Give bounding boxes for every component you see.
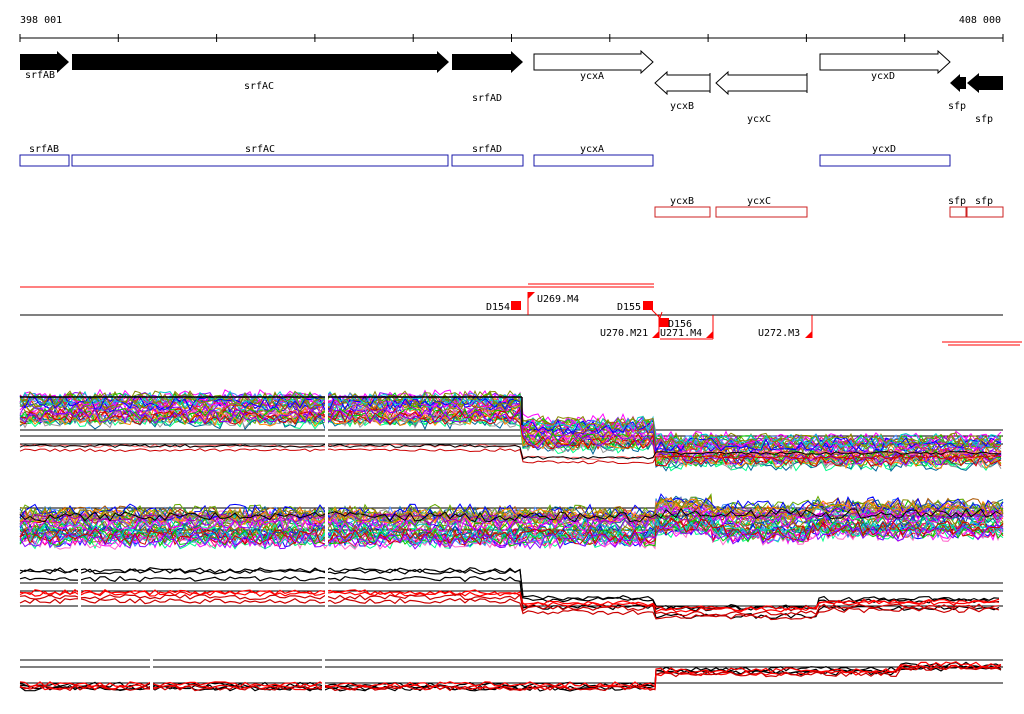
gene-arrow-ycxc[interactable] bbox=[715, 70, 808, 96]
expression-trace bbox=[19, 412, 1002, 471]
marker-label-u269: U269.M4 bbox=[537, 294, 579, 305]
expression-trace bbox=[19, 498, 1004, 525]
forward-box-label: ycxD bbox=[872, 144, 896, 155]
expression-trace bbox=[19, 395, 1002, 453]
expression-trace bbox=[19, 390, 1002, 448]
marker-connector bbox=[651, 309, 663, 319]
gene-label-ycxc: ycxC bbox=[747, 114, 771, 125]
ruler-ticks bbox=[19, 34, 1004, 42]
expression-trace bbox=[19, 593, 1000, 617]
reverse-box-label: sfp bbox=[948, 196, 966, 207]
marker-u269-flag bbox=[528, 292, 535, 299]
data-gap bbox=[325, 392, 328, 458]
reverse-box-ycxc[interactable] bbox=[715, 206, 808, 218]
reverse-box-label: ycxB bbox=[670, 196, 694, 207]
gene-arrow-srfad[interactable] bbox=[452, 51, 523, 73]
marker-label-u270: U270.M21 bbox=[600, 328, 648, 339]
reverse-box-sfp-2[interactable] bbox=[966, 206, 1004, 218]
gene-arrow-srfab[interactable] bbox=[20, 51, 69, 73]
feature-track: D154 D155 D156 U269.M4 U270.M21 U271.M4 … bbox=[20, 283, 1022, 346]
expression-trace bbox=[19, 391, 1002, 449]
expression-trace bbox=[19, 495, 1004, 524]
gene-arrow-ycxa[interactable] bbox=[533, 49, 654, 75]
expression-trace bbox=[19, 395, 1002, 454]
gene-track: srfAB srfAC srfAD ycxA ycxB ycxC ycxD sf… bbox=[20, 49, 1003, 125]
expression-trace bbox=[19, 448, 1002, 465]
expression-panel-4 bbox=[19, 656, 1003, 692]
gene-arrow-sfp-2[interactable] bbox=[967, 73, 1003, 93]
marker-u270-flag[interactable] bbox=[652, 331, 659, 338]
gene-label-ycxa: ycxA bbox=[580, 71, 604, 82]
gene-label-sfp-2: sfp bbox=[975, 114, 993, 125]
reverse-box-label: sfp bbox=[975, 196, 993, 207]
forward-box-label: srfAC bbox=[245, 144, 275, 155]
data-gap bbox=[78, 568, 81, 610]
expression-trace bbox=[19, 597, 1000, 621]
expression-trace bbox=[19, 513, 1004, 542]
marker-label-d155: D155 bbox=[617, 302, 641, 313]
expression-trace bbox=[19, 408, 1002, 467]
expression-trace bbox=[19, 507, 1002, 523]
gene-arrow-ycxd[interactable] bbox=[819, 49, 951, 75]
gene-label-srfac: srfAC bbox=[244, 81, 274, 92]
marker-label-u271: U271.M4 bbox=[660, 328, 702, 339]
expression-trace bbox=[19, 522, 1004, 550]
marker-label-d156: D156 bbox=[668, 319, 692, 330]
forward-box-srfab[interactable] bbox=[19, 154, 70, 167]
forward-box-label: srfAD bbox=[472, 144, 502, 155]
expression-trace bbox=[19, 392, 1002, 450]
expression-trace bbox=[19, 518, 1004, 548]
expression-trace bbox=[19, 443, 1002, 460]
ruler-end-label: 408 000 bbox=[959, 15, 1001, 26]
coordinate-ruler: 398 001 408 000 bbox=[19, 15, 1004, 42]
marker-label-d154: D154 bbox=[486, 302, 510, 313]
marker-d154[interactable] bbox=[511, 301, 521, 310]
marker-d156[interactable] bbox=[659, 318, 669, 327]
forward-box-ycxa[interactable] bbox=[533, 154, 654, 167]
marker-u271-flag[interactable] bbox=[706, 331, 713, 338]
expression-panel-1 bbox=[19, 388, 1003, 472]
gene-arrow-sfp-1[interactable] bbox=[950, 74, 966, 92]
expression-trace bbox=[19, 588, 1000, 612]
expression-trace bbox=[19, 521, 1004, 550]
data-gap bbox=[325, 500, 328, 545]
expression-trace bbox=[19, 509, 1002, 525]
forward-box-srfac[interactable] bbox=[71, 154, 449, 167]
expression-trace bbox=[19, 661, 1002, 688]
forward-box-srfad[interactable] bbox=[451, 154, 524, 167]
reverse-box-label: ycxC bbox=[747, 196, 771, 207]
marker-label-u272: U272.M3 bbox=[758, 328, 800, 339]
forward-box-label: ycxA bbox=[580, 144, 604, 155]
expression-trace bbox=[19, 575, 1000, 620]
expression-trace bbox=[19, 408, 1002, 467]
gene-arrow-srfac[interactable] bbox=[72, 51, 449, 73]
reverse-annotation-track: ycxB ycxC sfp sfp bbox=[654, 196, 1004, 218]
reverse-box-ycxb[interactable] bbox=[654, 206, 711, 218]
gene-label-ycxd: ycxD bbox=[871, 71, 895, 82]
ruler-start-label: 398 001 bbox=[20, 15, 62, 26]
forward-box-label: srfAB bbox=[29, 144, 59, 155]
marker-u272-flag[interactable] bbox=[805, 331, 812, 338]
expression-panel-2 bbox=[19, 492, 1004, 550]
expression-trace bbox=[19, 665, 1002, 692]
expression-trace bbox=[19, 403, 1002, 463]
gene-label-sfp-1: sfp bbox=[948, 101, 966, 112]
reverse-box-sfp-1[interactable] bbox=[949, 206, 967, 218]
data-gap bbox=[325, 568, 328, 610]
forward-annotation-track: srfAB srfAC srfAD ycxA ycxD bbox=[19, 144, 951, 167]
data-gap bbox=[150, 656, 153, 692]
gene-label-ycxb: ycxB bbox=[670, 101, 694, 112]
gene-arrow-ycxb[interactable] bbox=[654, 70, 711, 96]
expression-trace bbox=[19, 567, 1000, 610]
data-gap bbox=[322, 656, 325, 692]
gene-label-srfab: srfAB bbox=[25, 70, 55, 81]
expression-panel-3 bbox=[19, 567, 1003, 621]
forward-box-ycxd[interactable] bbox=[819, 154, 951, 167]
gene-label-srfad: srfAD bbox=[472, 93, 502, 104]
marker-d155[interactable] bbox=[643, 301, 653, 310]
